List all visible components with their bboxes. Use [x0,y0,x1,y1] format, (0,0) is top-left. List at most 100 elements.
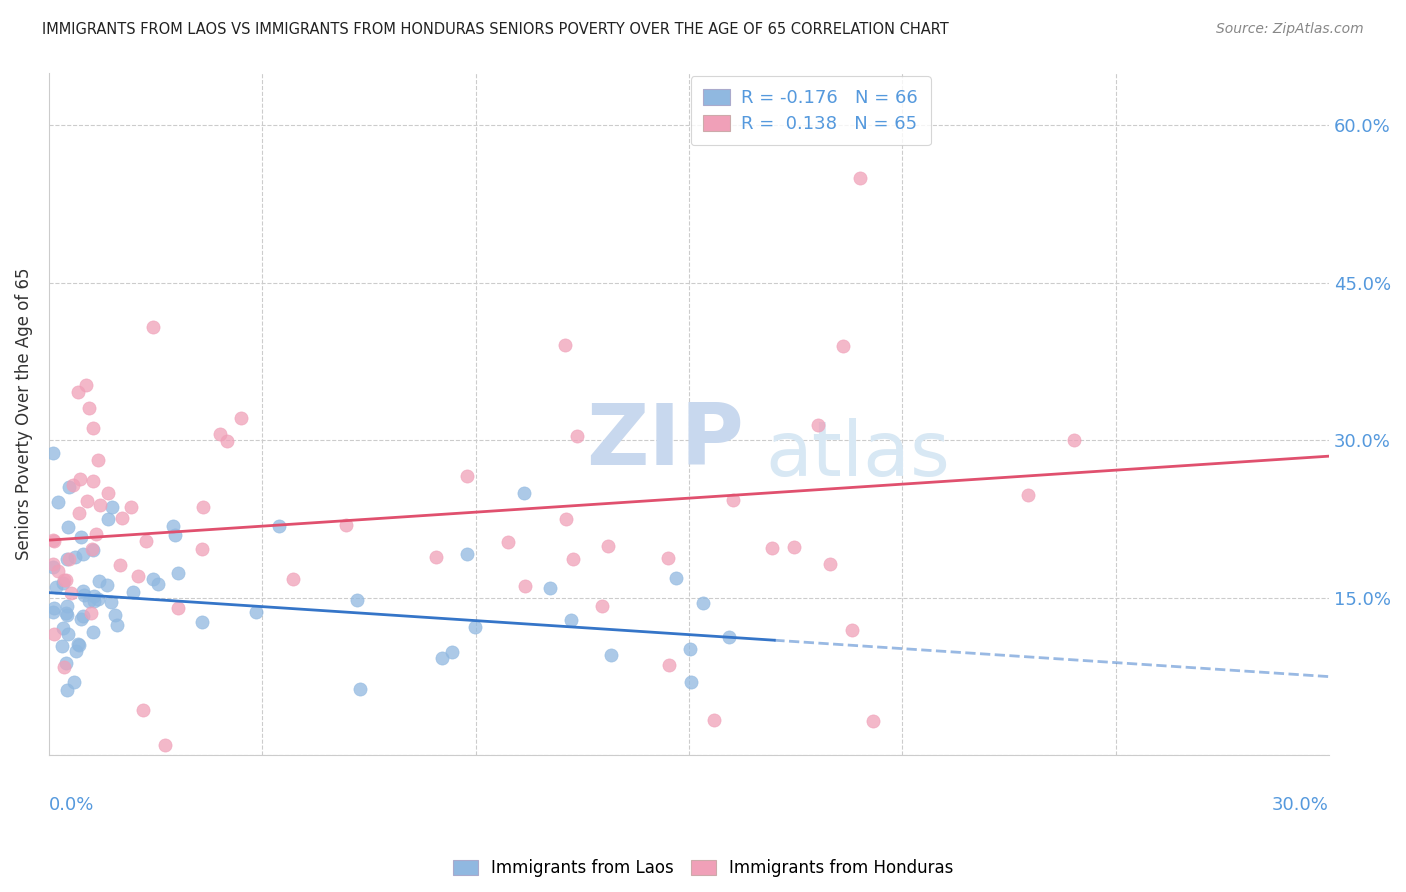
Point [42,533,65,548]
Point [555,512,578,526]
Point [58,480,80,494]
Point [70,530,93,544]
Point [723,493,745,508]
Point [103,607,125,622]
Point [96,578,118,592]
Point [87,591,110,606]
Point [56,552,79,566]
Point [55,574,77,588]
Legend: Immigrants from Laos, Immigrants from Honduras: Immigrants from Laos, Immigrants from Ho… [446,853,960,884]
Point [599,648,621,662]
Point [831,339,853,353]
Point [162,519,184,533]
Point [191,615,214,629]
Point [245,605,267,619]
Point [56,683,79,698]
Point [167,566,190,580]
Point [163,528,186,542]
Y-axis label: Seniors Poverty Over the Age of 65: Seniors Poverty Over the Age of 65 [15,268,32,560]
Point [52,573,75,587]
Point [42,605,65,619]
Point [142,572,165,586]
Point [105,617,128,632]
Point [53,659,76,673]
Point [75,377,97,392]
Point [1017,488,1039,502]
Point [120,500,142,515]
Point [46,564,69,578]
Point [82,421,104,435]
Point [692,596,714,610]
Point [42,560,65,574]
Point [848,171,870,186]
Point [82,541,104,556]
Point [67,638,90,652]
Point [215,434,238,448]
Point [464,620,486,634]
Point [841,623,863,637]
Point [89,498,111,512]
Point [456,547,478,561]
Point [72,584,94,599]
Point [82,625,104,640]
Point [108,558,131,573]
Point [42,533,65,547]
Point [77,594,100,608]
Text: 30.0%: 30.0% [1272,797,1329,814]
Point [44,600,66,615]
Point [70,612,93,626]
Point [100,595,122,609]
Point [100,500,122,514]
Point [681,675,703,690]
Point [820,558,842,572]
Point [596,539,619,553]
Point [538,581,561,595]
Text: IMMIGRANTS FROM LAOS VS IMMIGRANTS FROM HONDURAS SENIORS POVERTY OVER THE AGE OF: IMMIGRANTS FROM LAOS VS IMMIGRANTS FROM … [42,22,949,37]
Point [191,500,214,515]
Point [679,641,702,656]
Point [346,593,368,607]
Point [62,478,84,492]
Point [42,445,65,459]
Point [513,579,536,593]
Point [97,512,120,526]
Point [83,589,105,603]
Point [56,627,79,641]
Point [862,714,884,728]
Point [167,601,190,615]
Point [45,580,67,594]
Point [56,607,79,622]
Point [67,385,90,400]
Point [59,586,82,600]
Point [335,518,357,533]
Point [73,588,96,602]
Point [554,338,576,352]
Point [498,534,520,549]
Point [122,585,145,599]
Point [591,599,613,613]
Point [512,486,534,500]
Point [79,606,101,620]
Point [703,713,725,727]
Point [283,572,305,586]
Point [657,551,679,566]
Point [65,644,87,658]
Text: ZIP: ZIP [586,400,744,483]
Point [58,552,80,566]
Point [456,469,478,483]
Point [63,674,86,689]
Point [69,472,91,486]
Point [52,575,75,590]
Point [349,681,371,696]
Point [191,542,214,557]
Point [83,594,105,608]
Point [76,494,98,508]
Point [807,418,830,433]
Point [55,656,77,670]
Point [56,520,79,534]
Point [567,429,589,443]
Point [665,571,688,585]
Point [65,550,87,565]
Point [718,630,741,644]
Point [87,574,110,589]
